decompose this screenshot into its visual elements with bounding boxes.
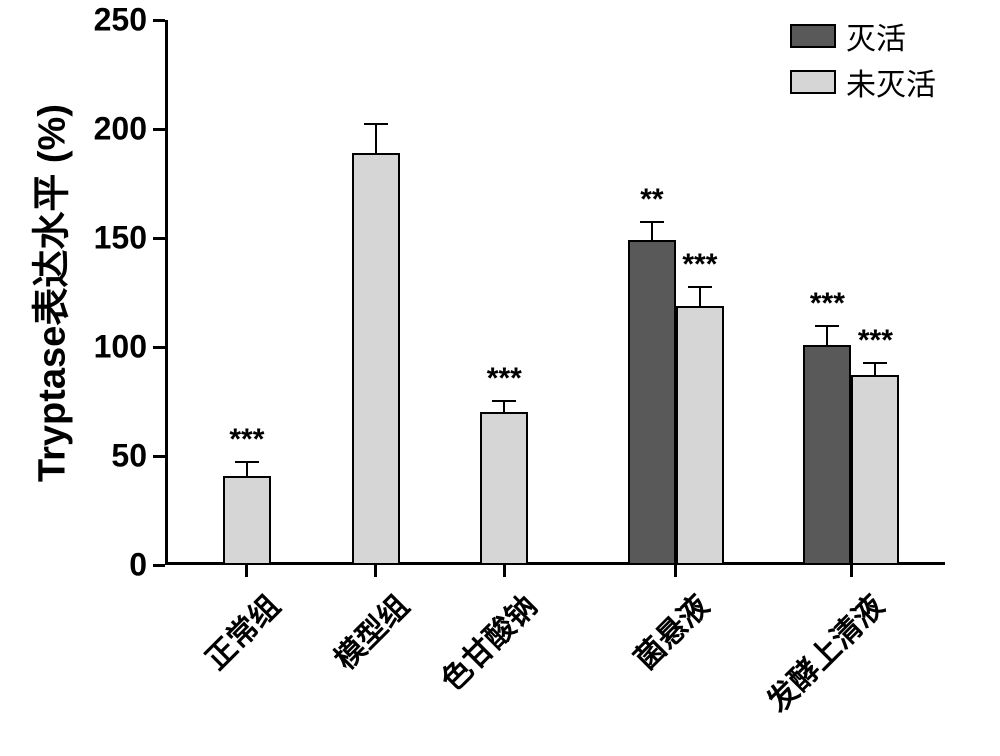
bar xyxy=(223,476,271,565)
significance-label: *** xyxy=(810,287,845,321)
error-bar xyxy=(651,223,653,240)
error-cap xyxy=(815,325,839,327)
error-bar xyxy=(874,364,876,375)
y-tick-label: 200 xyxy=(94,111,147,148)
error-bar xyxy=(503,402,505,413)
significance-label: *** xyxy=(229,423,264,457)
y-tick xyxy=(153,455,165,458)
bar xyxy=(851,375,899,565)
y-tick xyxy=(153,128,165,131)
bar xyxy=(480,412,528,565)
legend-label: 灭活 xyxy=(846,14,906,58)
x-tick xyxy=(503,565,506,577)
y-tick-label: 150 xyxy=(94,220,147,257)
significance-label: *** xyxy=(487,362,522,396)
y-tick xyxy=(153,19,165,22)
legend-swatch xyxy=(790,24,836,48)
y-axis-label: Tryptase表达水平 (%) xyxy=(21,104,76,482)
x-tick xyxy=(674,565,677,577)
error-cap xyxy=(688,286,712,288)
error-bar xyxy=(699,288,701,305)
error-cap xyxy=(863,362,887,364)
y-tick xyxy=(153,237,165,240)
legend: 灭活未灭活 xyxy=(790,14,936,106)
error-bar xyxy=(375,125,377,153)
bar xyxy=(676,306,724,565)
y-tick-label: 0 xyxy=(129,547,147,584)
bar xyxy=(803,345,851,565)
legend-item: 灭活 xyxy=(790,14,936,58)
y-tick xyxy=(153,346,165,349)
y-tick-label: 50 xyxy=(111,438,147,475)
x-tick xyxy=(850,565,853,577)
error-cap xyxy=(492,400,516,402)
error-bar xyxy=(826,327,828,344)
legend-item: 未灭活 xyxy=(790,60,936,104)
significance-label: ** xyxy=(640,183,663,217)
y-tick-label: 100 xyxy=(94,329,147,366)
y-axis xyxy=(165,20,168,565)
significance-label: *** xyxy=(682,248,717,282)
bar xyxy=(352,153,400,565)
y-tick-label: 250 xyxy=(94,2,147,39)
x-tick xyxy=(245,565,248,577)
x-tick-label: 菌悬液 xyxy=(544,583,717,756)
error-cap xyxy=(640,221,664,223)
legend-swatch xyxy=(790,70,836,94)
y-tick xyxy=(153,564,165,567)
bar xyxy=(628,240,676,565)
x-tick xyxy=(374,565,377,577)
significance-label: *** xyxy=(858,324,893,358)
error-cap xyxy=(364,123,388,125)
legend-label: 未灭活 xyxy=(846,60,936,104)
x-tick-label: 发酵上清液 xyxy=(720,583,893,756)
error-cap xyxy=(235,461,259,463)
error-bar xyxy=(246,463,248,476)
